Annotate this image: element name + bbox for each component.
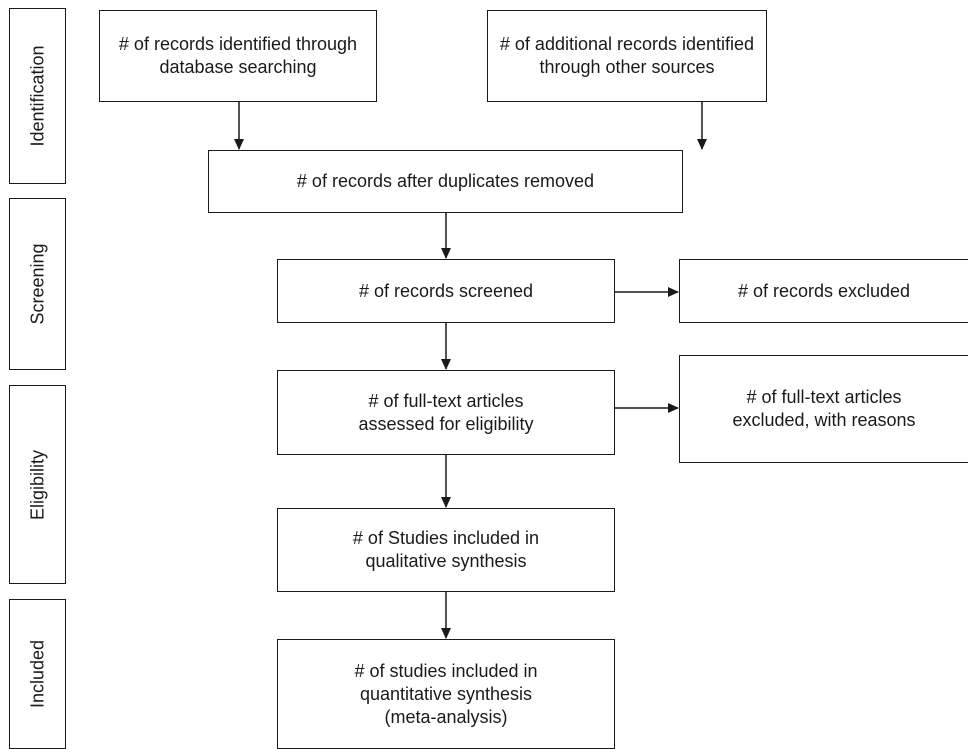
quantitative-box: # of studies included in quantitative sy… xyxy=(277,639,615,749)
duplicates-removed-box: # of records after duplicates removed xyxy=(208,150,683,213)
excluded-box: # of records excluded xyxy=(679,259,968,323)
phase-screening: Screening xyxy=(9,198,66,370)
db-search-box: # of records identified through database… xyxy=(99,10,377,102)
fulltext-assessed-box: # of full-text articles assessed for eli… xyxy=(277,370,615,455)
screened-box: # of records screened xyxy=(277,259,615,323)
phase-identification: Identification xyxy=(9,8,66,184)
fulltext-excluded-box: # of full-text articles excluded, with r… xyxy=(679,355,968,463)
phase-included: Included xyxy=(9,599,66,749)
qualitative-box: # of Studies included in qualitative syn… xyxy=(277,508,615,592)
other-sources-box: # of additional records identified throu… xyxy=(487,10,767,102)
phase-eligibility: Eligibility xyxy=(9,385,66,584)
